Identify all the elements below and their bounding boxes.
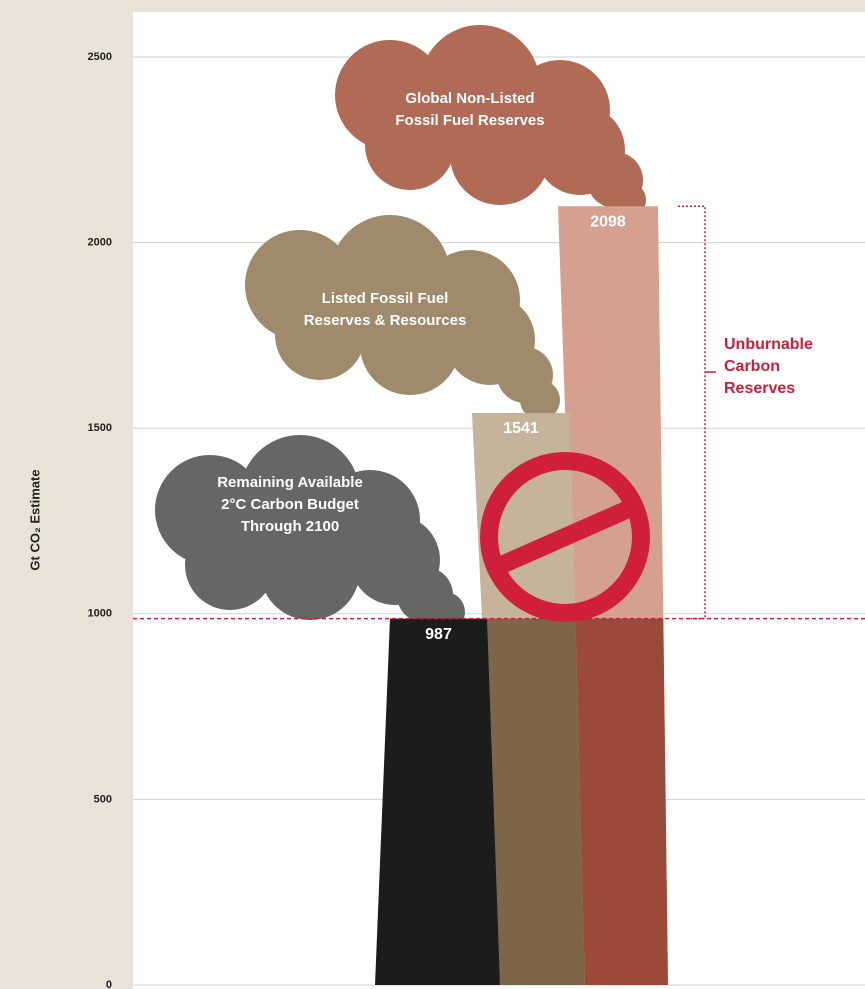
- cloud-puff: [260, 520, 360, 620]
- stack: [375, 618, 500, 985]
- y-tick-label: 500: [94, 793, 112, 805]
- stack-base: [482, 618, 585, 985]
- y-axis-label: Gt CO₂ Estimate: [27, 469, 42, 570]
- category-line: 2°C Carbon Budget: [221, 496, 359, 513]
- category-line: Listed Fossil Fuel: [322, 290, 449, 307]
- cloud-puff: [275, 290, 365, 380]
- cloud: [335, 25, 646, 218]
- y-tick-label: 1500: [88, 422, 112, 434]
- category-label: Global Non-Listed Fossil Fuel Reserves: [395, 90, 544, 129]
- annotation-line: Carbon: [724, 358, 780, 375]
- y-tick-label: 0: [106, 979, 112, 989]
- cloud-puff: [520, 380, 560, 420]
- cloud-puff: [365, 100, 455, 190]
- category-line: Through 2100: [241, 518, 339, 535]
- cloud: [245, 215, 560, 420]
- stack-base: [572, 618, 668, 985]
- annotation-line: Reserves: [724, 380, 795, 397]
- category-line: Global Non-Listed: [405, 90, 534, 107]
- value-label: 2098: [590, 213, 626, 230]
- annotation: Unburnable Carbon Reserves: [724, 336, 813, 397]
- y-tick-label: 2000: [88, 237, 112, 249]
- cloud-puff: [185, 520, 275, 610]
- category-label: Remaining Available 2°C Carbon Budget Thro…: [217, 474, 363, 535]
- bracket: [678, 205, 706, 620]
- cloud-puff: [450, 105, 550, 205]
- category-line: Reserves & Resources: [304, 312, 467, 329]
- no-sign: [480, 452, 650, 622]
- category-label: Listed Fossil Fuel Reserves & Resources: [304, 290, 467, 329]
- category-line: Remaining Available: [217, 474, 363, 491]
- category-line: Fossil Fuel Reserves: [395, 112, 544, 129]
- value-label: 1541: [503, 420, 539, 437]
- value-label: 987: [425, 626, 452, 643]
- annotation-line: Unburnable: [724, 336, 813, 353]
- y-tick-label: 1000: [88, 608, 112, 620]
- cloud-puff: [360, 295, 460, 395]
- y-tick-label: 2500: [88, 51, 112, 63]
- no-sign-slash: [493, 498, 637, 576]
